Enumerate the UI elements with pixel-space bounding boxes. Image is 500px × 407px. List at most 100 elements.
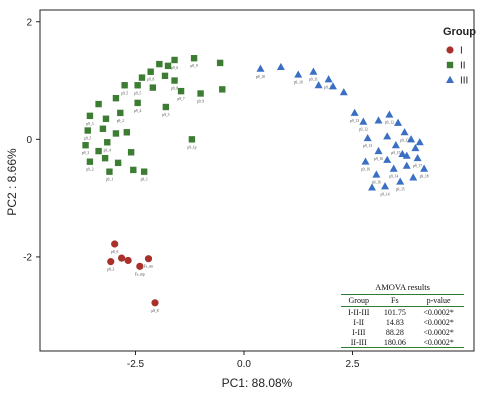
data-point-square xyxy=(117,109,124,117)
data-point-triangle xyxy=(361,157,370,165)
data-point-triangle xyxy=(398,149,407,158)
amova-cell: 101.75 xyxy=(383,307,406,317)
data-point-square xyxy=(147,68,154,75)
amova-cell: <0.0002* xyxy=(423,317,454,327)
data-point-square xyxy=(149,84,157,91)
data-point-triangle xyxy=(368,183,377,191)
point-label: p9_15 xyxy=(391,151,400,155)
amova-cell: I-II xyxy=(353,317,365,327)
data-point-triangle xyxy=(372,170,381,178)
point-label: p9_1p xyxy=(187,145,196,149)
point-label: p9_2 xyxy=(117,119,124,123)
data-point-circle xyxy=(107,258,115,266)
legend-marker-triangle xyxy=(446,75,454,83)
data-point-square xyxy=(161,72,169,80)
data-point-triangle xyxy=(415,138,424,146)
point-label: p8_3 xyxy=(107,268,114,272)
point-label: p9_18 xyxy=(420,175,429,179)
data-point-triangle xyxy=(389,164,398,172)
data-point-triangle xyxy=(396,177,405,185)
point-label: p9_4 xyxy=(104,148,111,152)
data-point-square xyxy=(121,82,128,89)
amova-cell: I-III xyxy=(352,327,366,337)
point-label: Fs_sm xyxy=(144,265,154,269)
data-point-square xyxy=(219,86,226,93)
point-label: p9_13 xyxy=(363,144,372,148)
data-point-triangle xyxy=(324,75,333,83)
point-label: p9_12 xyxy=(359,128,368,132)
amova-cell: 88.28 xyxy=(385,327,404,337)
amova-cell: I-II-III xyxy=(348,307,370,317)
point-label: p9_12 xyxy=(385,121,394,125)
amova-row: I-II-III 101.75 <0.0002* xyxy=(341,307,464,318)
point-label: p9_16 xyxy=(374,157,383,161)
point-label: p9_16 xyxy=(372,181,381,185)
point-label: p9_11 xyxy=(324,85,333,89)
data-point-triangle xyxy=(350,108,359,116)
point-label: p9_8 xyxy=(147,78,154,82)
data-point-square xyxy=(127,149,135,156)
data-point-circle xyxy=(124,256,132,265)
data-point-triangle xyxy=(374,116,383,124)
data-point-triangle xyxy=(407,135,416,143)
x-axis-label: PC1: 88.08% xyxy=(222,376,293,390)
data-point-square xyxy=(134,99,141,107)
point-label: p9_9 xyxy=(197,99,204,103)
data-point-square xyxy=(86,158,94,165)
point-label: p9_4 xyxy=(134,109,141,113)
data-point-triangle xyxy=(402,151,411,159)
point-label: p9_11 xyxy=(309,78,318,82)
amova-cell: 14.83 xyxy=(385,317,404,327)
data-point-triangle xyxy=(309,67,318,75)
point-label: p9_3 xyxy=(86,122,93,126)
data-point-triangle xyxy=(339,88,348,96)
axis-ticks: -2.5 0.0 2.5 2 0 -2 xyxy=(23,17,360,370)
data-point-triangle xyxy=(381,182,390,190)
amova-cell: II-III xyxy=(341,337,377,348)
data-point-triangle xyxy=(402,161,411,169)
point-label: p9_3 xyxy=(82,151,89,155)
data-point-triangle xyxy=(420,164,429,172)
data-point-square xyxy=(140,168,148,175)
data-point-triangle xyxy=(359,117,368,125)
data-point-square xyxy=(95,147,102,155)
amova-cell: <0.0002* xyxy=(413,337,464,348)
data-point-square xyxy=(114,159,122,167)
point-label: p9_13 xyxy=(350,119,359,123)
data-point-square xyxy=(104,139,111,146)
point-label: p9_5 xyxy=(84,137,91,141)
amova-table: Group Fs p-value I-II-III 101.75 <0.0002… xyxy=(341,295,464,348)
point-label: p9_5 xyxy=(162,113,169,117)
data-point-square xyxy=(101,154,109,162)
point-label: p9_8 xyxy=(171,87,178,91)
amova-cell: <0.0002* xyxy=(423,327,454,337)
point-label: p9_10 xyxy=(256,75,265,79)
point-label: p9_16 xyxy=(361,168,370,172)
point-label: p9_13 xyxy=(400,138,409,142)
x-tick-label: -2.5 xyxy=(127,359,145,370)
amova-title: AMOVA results xyxy=(341,280,464,295)
data-point-square xyxy=(84,127,91,134)
data-point-triangle xyxy=(413,153,422,162)
data-point-square xyxy=(95,100,102,108)
point-label: p9_5 xyxy=(121,91,128,95)
data-point-square xyxy=(134,82,141,89)
point-label: p9_5 xyxy=(134,91,141,95)
data-point-square xyxy=(112,94,120,102)
amova-header-fs: Fs xyxy=(376,295,414,307)
amova-results-table: AMOVA results Group Fs p-value I-II-III … xyxy=(341,280,464,348)
data-point-square xyxy=(216,59,224,67)
amova-cell: 180.06 xyxy=(376,337,414,348)
y-tick-label: 2 xyxy=(26,17,32,28)
data-point-triangle xyxy=(383,155,392,163)
data-point-square xyxy=(177,87,185,95)
y-tick-label: 0 xyxy=(26,135,32,146)
data-point-square xyxy=(138,74,146,81)
amova-header-pvalue: p-value xyxy=(413,295,464,307)
data-point-square xyxy=(164,62,172,70)
data-point-triangle xyxy=(411,143,420,152)
y-tick-label: -2 xyxy=(23,252,32,263)
legend-marker-circle xyxy=(446,46,454,54)
data-point-circle xyxy=(117,254,126,262)
